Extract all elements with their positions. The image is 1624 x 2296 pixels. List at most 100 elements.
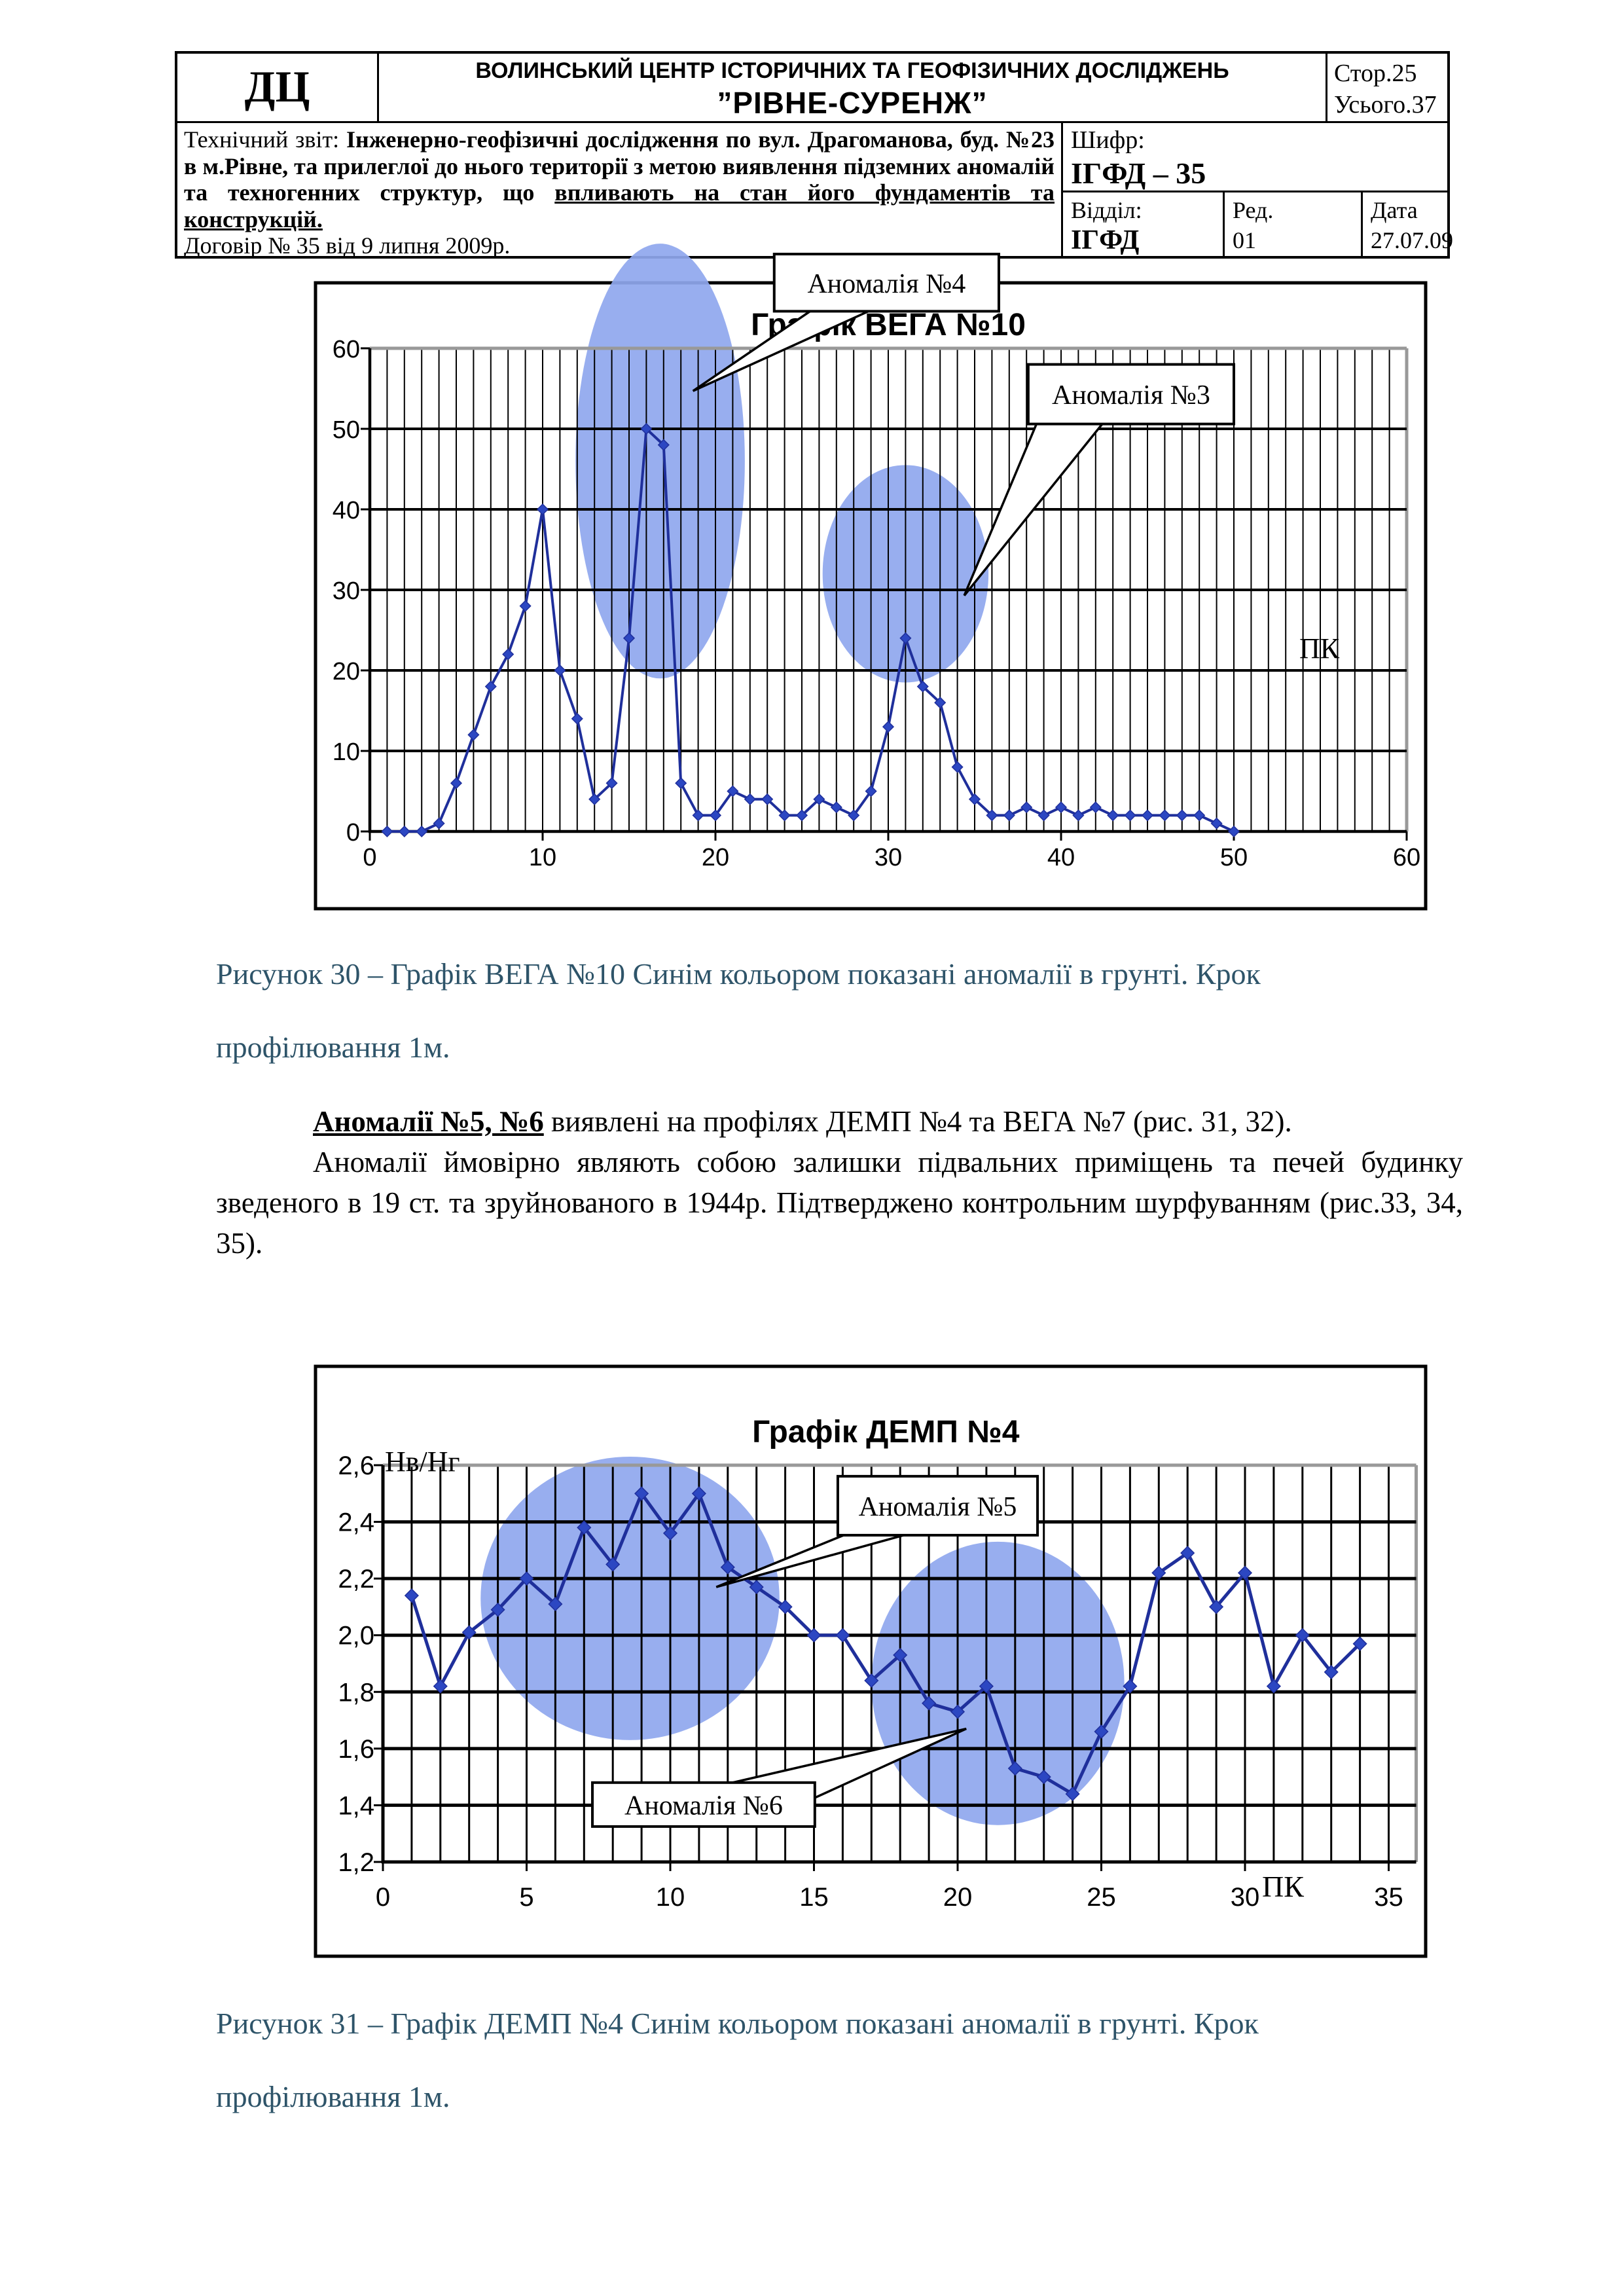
data-point-marker bbox=[899, 632, 912, 644]
revision-value: 01 bbox=[1233, 227, 1256, 253]
data-point-marker bbox=[1036, 1770, 1051, 1785]
data-point-marker bbox=[548, 1597, 563, 1612]
page-counter-cell: Стор.25 Усього.37 bbox=[1327, 54, 1447, 123]
data-point-marker bbox=[806, 1628, 821, 1643]
department-cell: Відділ: ІГФД bbox=[1063, 192, 1225, 256]
chart-demp-4: Графік ДЕМП №4 0 5 10 15 20 25 30 35 1,2 1,4 1,6 1,8… bbox=[314, 1364, 1428, 1958]
data-point-marker bbox=[1180, 1546, 1195, 1561]
data-point-marker bbox=[1089, 801, 1102, 814]
x-tick-label: 40 bbox=[1047, 844, 1075, 871]
data-point-marker bbox=[519, 600, 532, 612]
data-point-marker bbox=[835, 1628, 850, 1643]
data-point-marker bbox=[1159, 809, 1171, 822]
contract-line: Договір № 35 від 9 липня 2009р. bbox=[184, 232, 511, 259]
y-tick-label: 2,6 bbox=[338, 1451, 374, 1480]
data-point-marker bbox=[1003, 809, 1015, 822]
data-point-marker bbox=[951, 761, 964, 773]
data-point-marker bbox=[1020, 801, 1033, 814]
callout-label: Аномалія №3 bbox=[1052, 380, 1210, 410]
data-point-marker bbox=[398, 825, 410, 838]
data-point-marker bbox=[1124, 809, 1136, 822]
data-point-marker bbox=[1209, 1599, 1224, 1614]
x-unit-label: ПК bbox=[1299, 632, 1340, 665]
data-point-marker bbox=[893, 1647, 908, 1663]
y-tick-label: 2,4 bbox=[338, 1508, 374, 1537]
date-value: 27.07.09 bbox=[1371, 227, 1453, 253]
callout-box bbox=[772, 253, 1000, 313]
data-point-marker bbox=[1176, 809, 1188, 822]
data-point-marker bbox=[588, 793, 601, 805]
data-point-marker bbox=[692, 809, 704, 822]
x-tick-label: 20 bbox=[943, 1883, 973, 1912]
x-tick-label: 50 bbox=[1220, 844, 1248, 871]
data-point-marker bbox=[968, 793, 981, 805]
cipher-cell: Шифр: ІГФД – 35 bbox=[1063, 123, 1447, 192]
data-point-marker bbox=[502, 648, 514, 661]
date-cell: Дата 27.07.09 bbox=[1363, 192, 1453, 256]
cipher-value: ІГФД – 35 bbox=[1071, 156, 1206, 190]
data-point-marker bbox=[830, 801, 842, 814]
org-logo: ДЦ bbox=[177, 54, 379, 123]
y-tick-label: 30 bbox=[333, 577, 360, 605]
figure-30-caption: Рисунок 30 – Графік ВЕГА №10 Синім кольо… bbox=[216, 938, 1466, 1084]
data-point-marker bbox=[1123, 1679, 1138, 1694]
data-point-marker bbox=[1237, 1565, 1253, 1580]
x-tick-label: 10 bbox=[529, 844, 556, 871]
org-title-cell: ВОЛИНСЬКИЙ ЦЕНТР ІСТОРИЧНИХ ТА ГЕОФІЗИЧН… bbox=[379, 54, 1327, 123]
data-point-marker bbox=[1072, 809, 1085, 822]
data-point-marker bbox=[720, 1559, 735, 1575]
data-point-marker bbox=[381, 825, 393, 838]
data-point-marker bbox=[1324, 1664, 1339, 1680]
series-line bbox=[410, 1491, 1362, 1796]
figure-30-caption-line2: профілювання 1м. bbox=[216, 1030, 450, 1064]
data-point-marker bbox=[979, 1679, 994, 1694]
x-tick-label: 60 bbox=[1393, 844, 1420, 871]
x-tick-label: 30 bbox=[1231, 1883, 1260, 1912]
data-point-marker bbox=[1055, 801, 1068, 814]
data-point-marker bbox=[1227, 825, 1240, 838]
org-name: ВОЛИНСЬКИЙ ЦЕНТР ІСТОРИЧНИХ ТА ГЕОФІЗИЧН… bbox=[475, 58, 1229, 83]
data-point-marker bbox=[1193, 809, 1206, 822]
data-point-marker bbox=[662, 1525, 678, 1540]
report-type-label: Технічний звіт: bbox=[184, 126, 340, 153]
data-point-marker bbox=[640, 422, 653, 435]
y-tick-label: 2,0 bbox=[338, 1622, 374, 1650]
data-point-marker bbox=[749, 1580, 764, 1595]
data-point-marker bbox=[882, 721, 895, 733]
x-unit-label: ПК bbox=[1262, 1870, 1304, 1903]
y-tick-label: 2,2 bbox=[338, 1565, 374, 1594]
data-point-marker bbox=[744, 793, 756, 805]
data-point-marker bbox=[623, 632, 636, 644]
data-point-marker bbox=[554, 664, 566, 677]
data-point-marker bbox=[778, 809, 791, 822]
data-point-marker bbox=[404, 1588, 419, 1603]
data-point-marker bbox=[519, 1571, 534, 1586]
data-point-marker bbox=[986, 809, 998, 822]
x-tick-label: 10 bbox=[656, 1883, 685, 1912]
data-point-marker bbox=[1094, 1724, 1109, 1739]
data-point-marker bbox=[934, 697, 947, 709]
x-tick-label: 15 bbox=[799, 1883, 829, 1912]
page-number: Стор.25 bbox=[1334, 60, 1417, 87]
x-tick-label: 5 bbox=[519, 1883, 533, 1912]
data-point-marker bbox=[433, 1679, 448, 1694]
data-point-marker bbox=[675, 777, 687, 790]
revision-cell: Ред. 01 bbox=[1225, 192, 1363, 256]
chart-title: Графік ДЕМП №4 bbox=[752, 1415, 1020, 1449]
report-subject-underlined: впливають на стан його фундаментів та ко… bbox=[184, 179, 1055, 232]
data-point-marker bbox=[1210, 817, 1223, 829]
figure-31-caption-line1: Рисунок 31 – Графік ДЕМП №4 Синім кольор… bbox=[216, 2007, 1259, 2040]
callout-box bbox=[1026, 363, 1235, 426]
paragraph-interpretation: Аномалії ймовірно являють собою залишки … bbox=[216, 1146, 1463, 1260]
data-point-marker bbox=[536, 503, 549, 516]
y-tick-label: 60 bbox=[333, 336, 360, 363]
anomalies-ref-rest: виявлені на профілях ДЕМП №4 та ВЕГА №7 … bbox=[543, 1105, 1292, 1138]
callout-label: Аномалія №5 bbox=[859, 1492, 1017, 1522]
data-point-marker bbox=[1007, 1761, 1022, 1776]
y-tick-label: 1,4 bbox=[338, 1791, 374, 1820]
data-point-marker bbox=[1352, 1636, 1367, 1651]
y-tick-label: 20 bbox=[333, 658, 360, 685]
data-point-marker bbox=[1107, 809, 1119, 822]
revision-label: Ред. bbox=[1233, 197, 1274, 223]
x-tick-label: 30 bbox=[875, 844, 902, 871]
